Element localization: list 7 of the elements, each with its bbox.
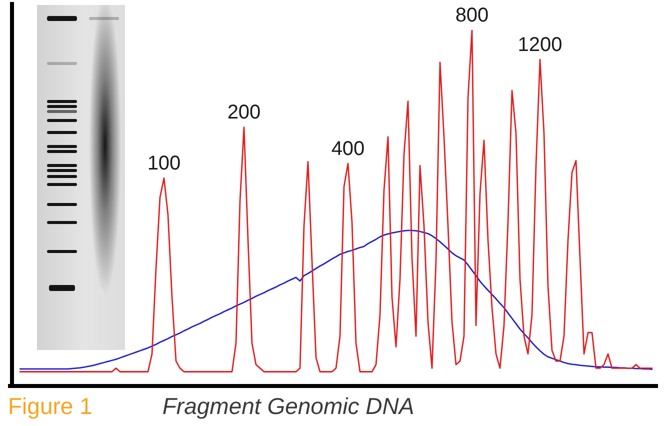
caption: Figure 1 <box>8 393 92 419</box>
annotation: 100 <box>147 152 181 175</box>
annotation: 400 <box>331 138 365 160</box>
annotation: 800 <box>455 4 489 27</box>
text: Fragment Genomic DNA <box>162 393 414 419</box>
annotation: 200 <box>227 102 261 124</box>
annotation: 1200 <box>518 34 562 56</box>
